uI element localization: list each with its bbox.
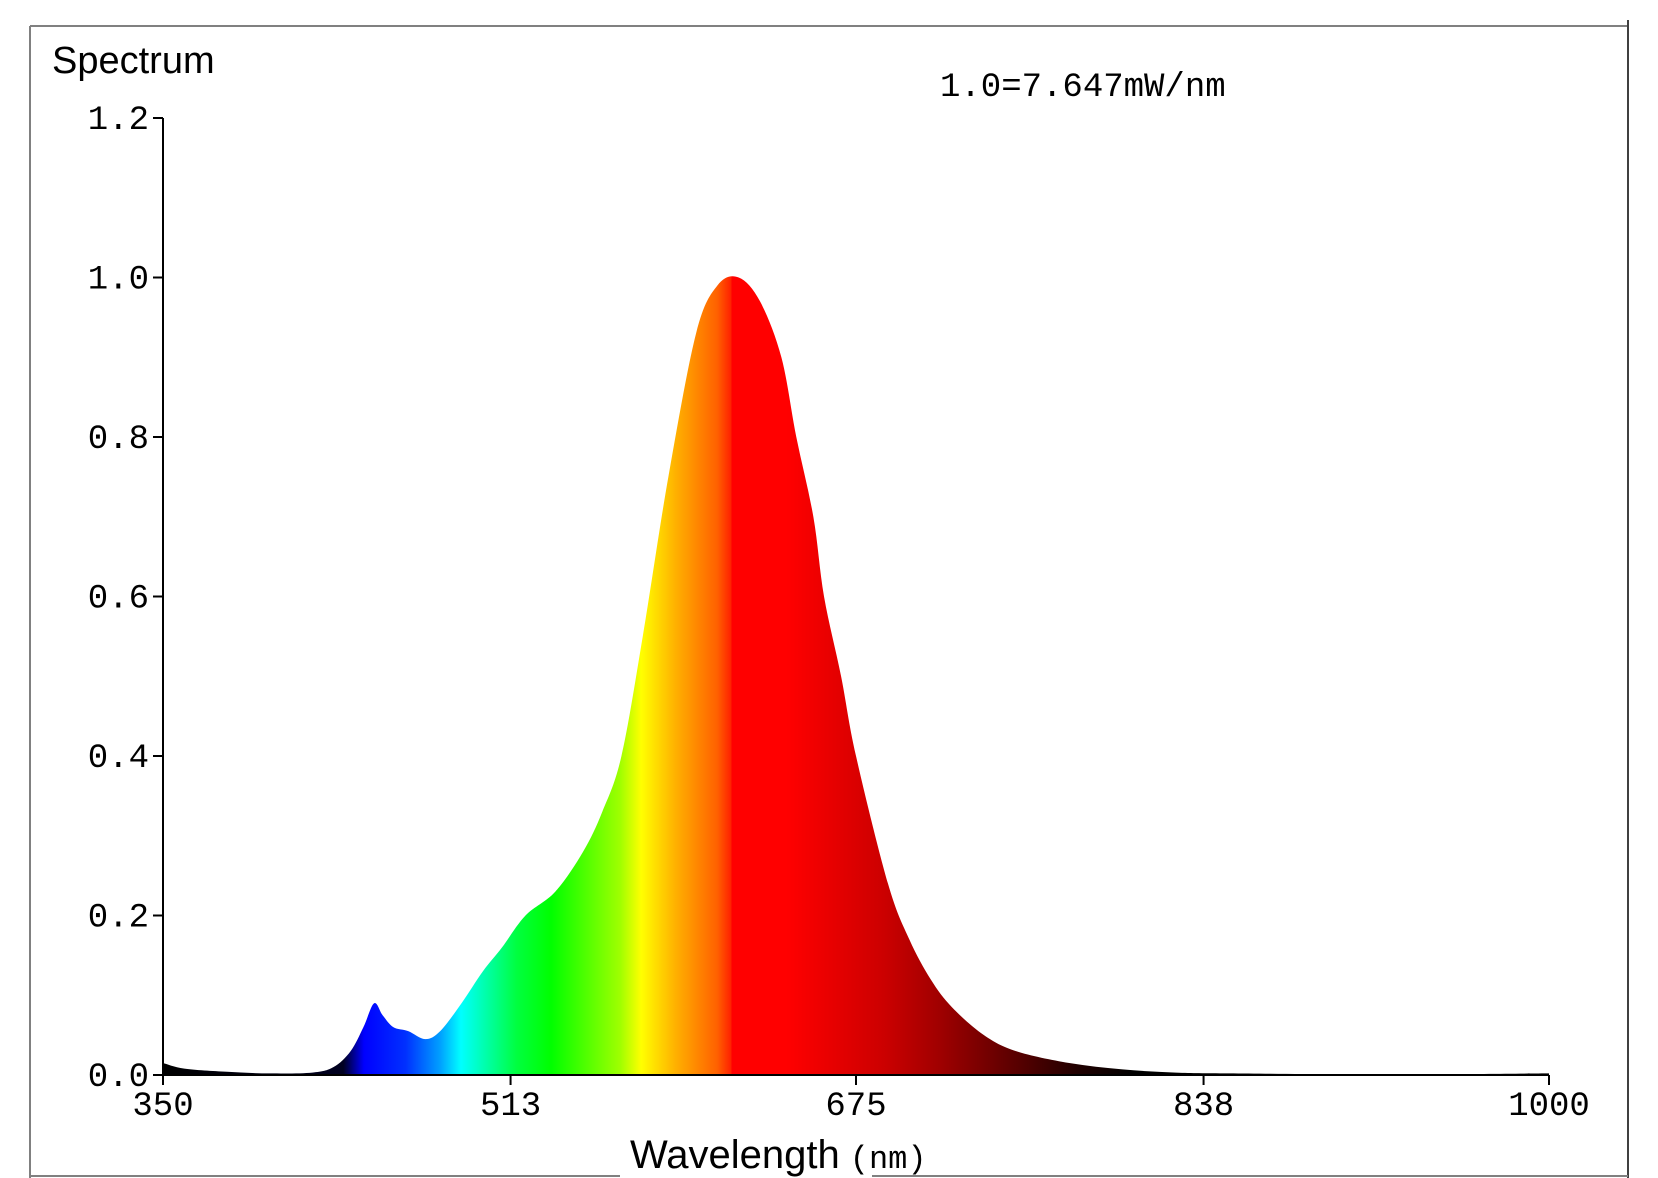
spectrum-area	[163, 276, 1549, 1075]
y-tick-label: 1.2	[88, 102, 149, 140]
chart-title: Spectrum	[52, 40, 215, 82]
x-tick-label: 838	[1173, 1088, 1234, 1126]
x-tick-label: 350	[132, 1088, 193, 1126]
y-tick-label: 0.8	[88, 421, 149, 459]
scale-annotation: 1.0=7.647mW/nm	[940, 69, 1226, 107]
y-tick-label: 0.6	[88, 581, 149, 619]
x-axis-label: Wavelength (nm)	[630, 1133, 927, 1178]
y-tick-label: 1.0	[88, 262, 149, 300]
y-tick-label: 0.2	[88, 900, 149, 938]
x-tick-label: 513	[480, 1088, 541, 1126]
x-axis-label-text: Wavelength	[630, 1133, 840, 1177]
y-tick-label: 0.4	[88, 740, 149, 778]
x-tick-label: 675	[825, 1088, 886, 1126]
x-tick-label: 1000	[1508, 1088, 1590, 1126]
y-tick-label: 0.0	[88, 1059, 149, 1097]
x-axis-unit: (nm)	[850, 1141, 927, 1178]
